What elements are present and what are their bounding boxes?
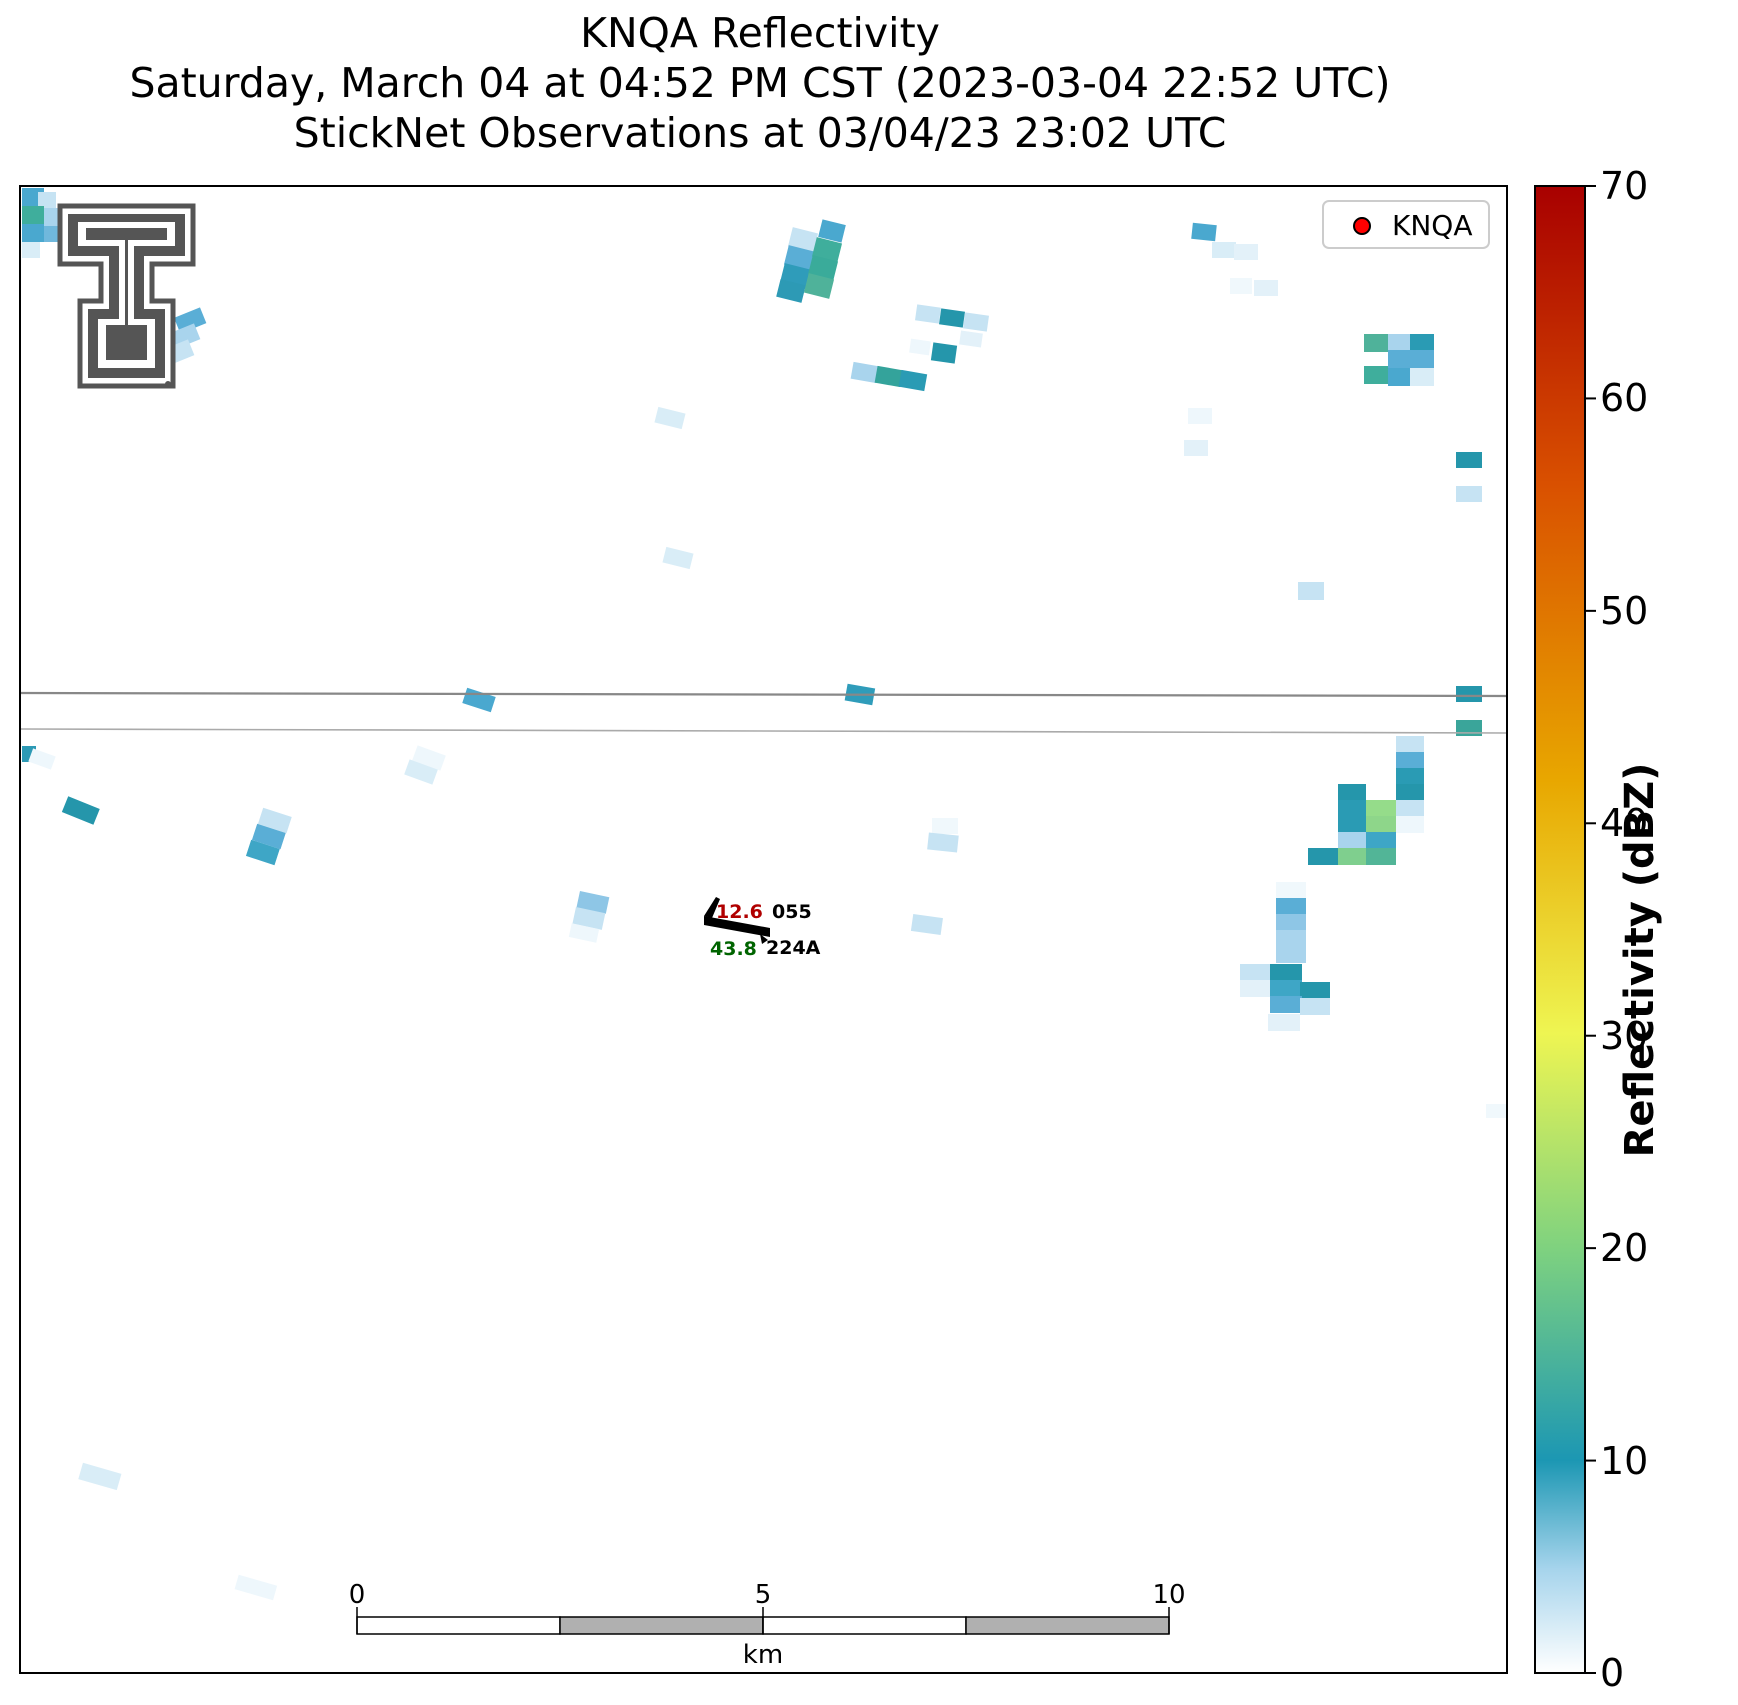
colorbar-tick-label: 10 (1600, 1438, 1649, 1483)
county-line-upper (20, 691, 1507, 698)
echo-cluster-top-center (654, 219, 989, 570)
wind-barb-icon (704, 916, 770, 937)
scale-bar: 0 5 10 km (349, 1580, 1186, 1670)
colorbar-tick-label: 30 (1600, 1013, 1649, 1058)
figure-titles: KNQA Reflectivity Saturday, March 04 at … (0, 8, 1520, 158)
echo-cluster-top-left (22, 188, 207, 366)
station-id: 224A (766, 937, 821, 959)
colorbar-label: Reflectivity (dBZ) (1617, 762, 1663, 1158)
map-frame (19, 185, 1508, 1674)
texas-tech-logo-icon (57, 203, 196, 389)
station-temperature: 12.6 (716, 901, 763, 923)
echo-cluster-right (1240, 736, 1506, 1118)
colorbar (1534, 185, 1596, 1674)
scale-label-5: 5 (755, 1580, 772, 1610)
colorbar-tick-label: 0 (1600, 1651, 1625, 1695)
legend: KNQA (1322, 200, 1490, 249)
colorbar-tick-label: 70 (1600, 164, 1649, 208)
title-datetime: Saturday, March 04 at 04:52 PM CST (2023… (129, 59, 1391, 107)
colorbar-tick-label: 60 (1600, 376, 1649, 421)
radar-field (20, 188, 1507, 1601)
echo-cluster-middle (22, 683, 1482, 943)
scale-unit: km (743, 1640, 783, 1670)
station-pressure: 055 (772, 901, 812, 923)
station-dewpoint: 43.8 (710, 938, 757, 960)
county-line-lower (20, 728, 1507, 734)
knqa-marker-icon (1353, 217, 1371, 235)
legend-label: KNQA (1392, 209, 1473, 242)
colorbar-tick-label: 20 (1600, 1226, 1649, 1271)
scale-label-0: 0 (349, 1580, 366, 1610)
station-plot: 12.6 055 43.8 224A (704, 897, 821, 960)
legend-box (1322, 200, 1490, 249)
scale-label-10: 10 (1152, 1580, 1185, 1610)
title-observations: StickNet Observations at 03/04/23 23:02 … (293, 109, 1227, 157)
colorbar-ticks (1585, 185, 1596, 1674)
title-radar: KNQA Reflectivity (580, 9, 940, 57)
colorbar-tick-label: 40 (1600, 801, 1649, 846)
colorbar-tick-label: 50 (1600, 588, 1649, 633)
echo-cluster-top-right (1184, 222, 1482, 600)
colorbar-scale (1534, 185, 1586, 1674)
echo-cluster-bottom-left (78, 1462, 278, 1601)
